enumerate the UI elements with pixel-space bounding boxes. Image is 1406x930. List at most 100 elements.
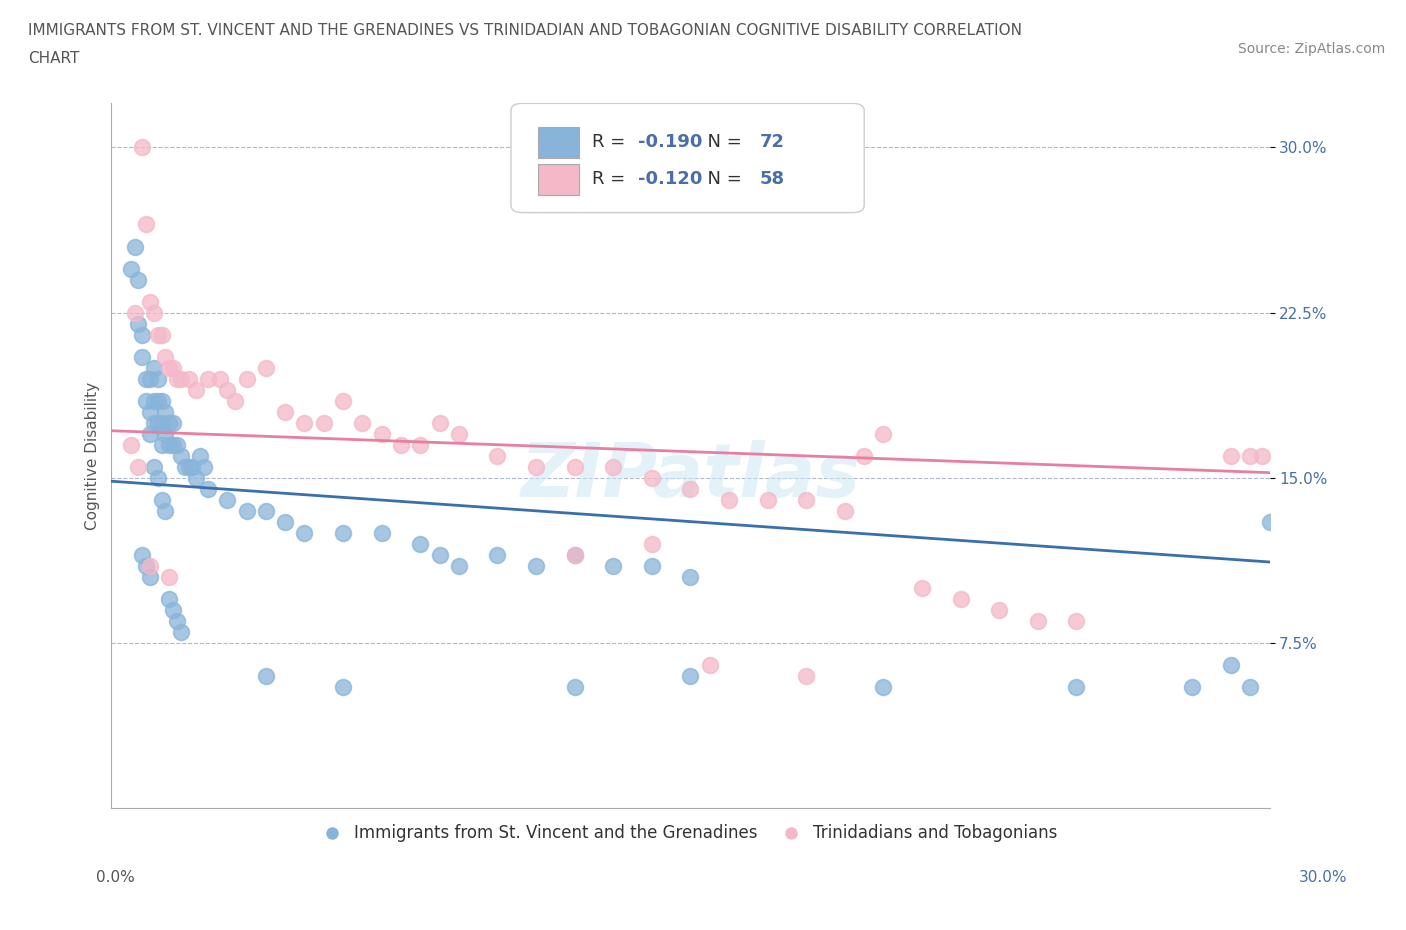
Point: [235, 503, 257, 518]
Point: [853, 448, 876, 463]
Point: [142, 459, 165, 474]
Point: [602, 459, 624, 474]
Point: [1026, 614, 1049, 629]
Point: [217, 382, 239, 397]
Legend: Immigrants from St. Vincent and the Grenadines, Trinidadians and Tobagonians: Immigrants from St. Vincent and the Gren…: [318, 817, 1063, 849]
Point: [139, 426, 162, 441]
Point: [162, 416, 184, 431]
Point: [254, 360, 277, 375]
Point: [718, 492, 741, 507]
Point: [170, 371, 193, 386]
Point: [170, 448, 193, 463]
Point: [193, 459, 215, 474]
Point: [834, 503, 856, 518]
Point: [162, 360, 184, 375]
Text: N =: N =: [696, 133, 748, 151]
Point: [150, 327, 173, 342]
Text: N =: N =: [696, 170, 748, 189]
FancyBboxPatch shape: [510, 103, 865, 213]
Point: [155, 426, 177, 441]
Point: [127, 316, 149, 331]
Point: [1219, 658, 1241, 672]
Text: -0.120: -0.120: [638, 170, 703, 189]
Point: [429, 416, 451, 431]
Point: [756, 492, 779, 507]
Point: [524, 558, 547, 573]
Point: [254, 669, 277, 684]
Point: [352, 416, 374, 431]
Point: [139, 294, 162, 309]
Point: [641, 471, 664, 485]
Text: R =: R =: [592, 170, 631, 189]
Point: [294, 525, 316, 540]
Point: [447, 426, 470, 441]
Point: [1219, 448, 1241, 463]
Text: CHART: CHART: [28, 51, 80, 66]
Point: [274, 405, 297, 419]
Point: [177, 371, 200, 386]
Point: [370, 426, 392, 441]
Point: [142, 305, 165, 320]
Text: Source: ZipAtlas.com: Source: ZipAtlas.com: [1237, 42, 1385, 56]
Point: [173, 459, 195, 474]
Point: [155, 503, 177, 518]
Point: [162, 603, 184, 618]
Point: [332, 525, 354, 540]
Text: 30.0%: 30.0%: [1299, 870, 1347, 884]
Point: [679, 669, 702, 684]
Text: ZIPatlas: ZIPatlas: [520, 441, 860, 513]
Point: [157, 360, 180, 375]
Point: [135, 217, 157, 232]
Point: [170, 624, 193, 639]
Point: [150, 393, 173, 408]
Text: 0.0%: 0.0%: [96, 870, 135, 884]
Point: [208, 371, 231, 386]
Point: [429, 548, 451, 563]
Point: [389, 437, 412, 452]
Point: [127, 459, 149, 474]
Point: [794, 669, 817, 684]
Point: [146, 327, 169, 342]
Point: [139, 558, 162, 573]
Point: [146, 371, 169, 386]
Point: [131, 327, 153, 342]
Text: IMMIGRANTS FROM ST. VINCENT AND THE GRENADINES VS TRINIDADIAN AND TOBAGONIAN COG: IMMIGRANTS FROM ST. VINCENT AND THE GREN…: [28, 23, 1022, 38]
Point: [699, 658, 721, 672]
FancyBboxPatch shape: [537, 164, 579, 195]
Point: [679, 569, 702, 584]
Point: [1239, 680, 1261, 695]
Point: [131, 548, 153, 563]
Point: [564, 548, 586, 563]
Point: [564, 459, 586, 474]
Point: [274, 514, 297, 529]
Point: [155, 349, 177, 364]
Point: [157, 591, 180, 606]
Text: 72: 72: [761, 133, 785, 151]
Point: [409, 537, 432, 551]
Point: [146, 393, 169, 408]
Point: [146, 416, 169, 431]
Point: [988, 603, 1011, 618]
Point: [166, 437, 188, 452]
Point: [124, 305, 146, 320]
Point: [312, 416, 335, 431]
Point: [166, 371, 188, 386]
Point: [872, 426, 894, 441]
Point: [486, 548, 509, 563]
Point: [602, 558, 624, 573]
Point: [146, 471, 169, 485]
Point: [217, 492, 239, 507]
Point: [135, 371, 157, 386]
Point: [186, 471, 208, 485]
Point: [641, 558, 664, 573]
Point: [679, 482, 702, 497]
Point: [150, 492, 173, 507]
Point: [186, 382, 208, 397]
Point: [1066, 614, 1088, 629]
Point: [131, 349, 153, 364]
Point: [157, 437, 180, 452]
Point: [177, 459, 200, 474]
Text: -0.190: -0.190: [638, 133, 703, 151]
Point: [142, 393, 165, 408]
Point: [794, 492, 817, 507]
